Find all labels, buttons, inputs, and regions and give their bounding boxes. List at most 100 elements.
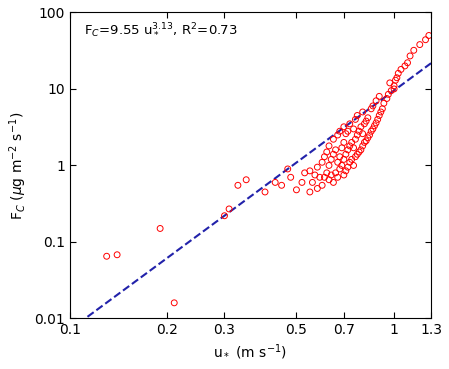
Point [364,135,371,141]
Point [344,164,352,170]
Point [332,147,339,153]
Y-axis label: F$_C$ ($\mu$g m$^{-2}$ s$^{-1}$): F$_C$ ($\mu$g m$^{-2}$ s$^{-1}$) [7,111,29,220]
Point [234,182,242,188]
X-axis label: u$_*$ (m s$^{-1}$): u$_*$ (m s$^{-1}$) [213,343,287,362]
Point [321,154,328,160]
Point [321,174,328,180]
Point [284,166,291,172]
Point [371,123,378,129]
Point [366,132,373,138]
Point [373,120,380,126]
Text: F$_C$=9.55 u$_*^{3.13}$, R$^2$=0.73: F$_C$=9.55 u$_*^{3.13}$, R$^2$=0.73 [84,22,238,39]
Point [330,136,337,142]
Point [311,172,318,178]
Point [397,66,405,72]
Point [393,75,401,81]
Point [261,189,269,195]
Point [354,132,361,138]
Point [387,88,395,94]
Point [340,172,348,178]
Point [356,128,363,134]
Point [342,131,349,137]
Point [326,177,333,183]
Point [350,145,357,151]
Point [391,83,398,89]
Point [357,147,365,153]
Point [401,63,409,69]
Point [114,252,121,258]
Point [336,128,343,134]
Point [354,151,361,157]
Point [361,121,368,127]
Point [357,124,365,130]
Point [323,170,330,176]
Point [336,154,343,160]
Point [395,70,402,76]
Point [225,206,233,212]
Point [350,126,357,132]
Point [373,98,380,104]
Point [392,77,399,83]
Point [338,145,345,151]
Point [299,179,306,185]
Point [340,124,348,130]
Point [352,136,359,142]
Point [272,179,279,185]
Point [425,32,432,38]
Point [362,138,370,144]
Point [368,128,375,134]
Point [314,186,321,192]
Point [278,182,285,188]
Point [326,162,333,168]
Point [352,154,359,160]
Point [318,159,326,165]
Point [328,172,335,178]
Point [383,96,391,101]
Point [416,42,423,48]
Point [348,156,355,162]
Point [318,182,326,188]
Point [340,139,348,145]
Point [330,151,337,157]
Point [422,37,429,43]
Point [354,113,361,118]
Point [361,139,368,145]
Point [171,300,178,306]
Point [242,177,250,183]
Point [346,159,353,165]
Point [359,131,366,137]
Point [406,53,414,59]
Point [344,147,352,153]
Point [369,126,376,132]
Point [380,100,387,106]
Point [338,162,345,168]
Point [368,106,375,112]
Point [346,143,353,149]
Point [348,139,355,145]
Point [377,109,384,115]
Point [334,174,341,180]
Point [334,159,341,165]
Point [364,115,371,121]
Point [362,118,370,124]
Point [352,117,359,123]
Point [328,156,335,162]
Point [359,143,366,149]
Point [342,151,349,157]
Point [326,143,333,149]
Point [330,179,337,185]
Point [336,166,343,172]
Point [342,168,349,174]
Point [157,225,164,231]
Point [293,187,300,193]
Point [350,162,357,168]
Point [340,156,348,162]
Point [344,128,352,134]
Point [314,164,321,170]
Point [379,106,386,112]
Point [369,103,376,109]
Point [306,189,313,195]
Point [356,149,363,155]
Point [221,213,228,219]
Point [316,174,323,180]
